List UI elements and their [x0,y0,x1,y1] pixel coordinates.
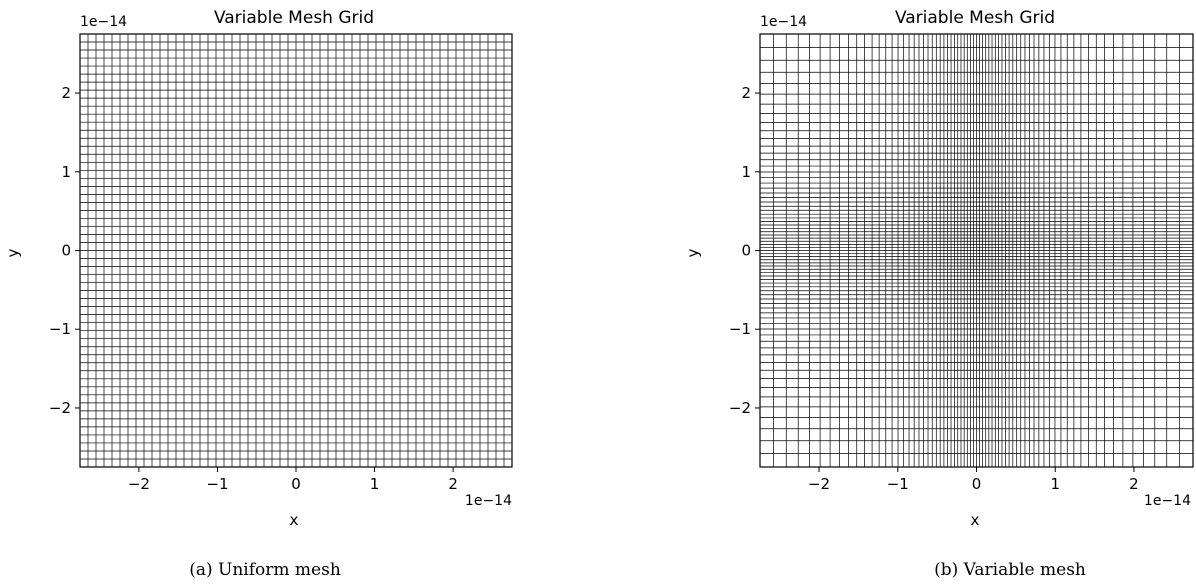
x-tick-label: 1 [1050,475,1060,493]
x-tick-label: −2 [808,475,830,493]
y-tick-label: −2 [729,399,751,417]
x-offset-text: 1e−14 [465,493,512,509]
x-tick-label: 2 [1129,475,1139,493]
x-tick-label: −1 [206,475,228,493]
mesh-lines [759,33,1194,468]
y-tick-label: 0 [741,242,751,260]
x-tick-label: 2 [448,475,458,493]
figure-caption: (b) Variable mesh [934,560,1086,580]
figure-caption: (a) Uniform mesh [189,560,341,580]
x-offset-text: 1e−14 [1144,493,1191,509]
y-tick-label: −1 [49,320,71,338]
x-axis-label: x [971,511,980,529]
y-axis-label: y [4,248,22,257]
y-tick-label: 1 [741,163,751,181]
chart-title: Variable Mesh Grid [214,8,374,28]
y-tick-label: 1 [61,163,71,181]
panel-a: Variable Mesh Grid 1e−14 −2 −1 0 1 2−2−1012 … [4,8,513,580]
y-tick-label: −2 [49,399,71,417]
y-axis-label: y [684,248,702,257]
y-tick-label: −1 [729,320,751,338]
y-tick-label: 2 [741,84,751,102]
panel-b: Variable Mesh Grid 1e−14 −2 −1 0 1 2−2−1012 … [684,8,1194,580]
y-offset-text: 1e−14 [80,14,127,30]
y-offset-text: 1e−14 [760,14,807,30]
x-tick-label: 1 [370,475,380,493]
tick-marks: −2 −1 0 1 2 −2 −1 0 1 2 [729,84,1139,493]
x-tick-label: −1 [887,475,909,493]
x-axis-label: x [290,511,299,529]
x-tick-label: 0 [291,475,301,493]
mesh-lines [79,33,513,468]
x-tick-label: 0 [972,475,982,493]
y-tick-label: 2 [61,84,71,102]
chart-title: Variable Mesh Grid [895,8,1055,28]
y-tick-label: 0 [61,242,71,260]
tick-marks: −2 −1 0 1 2 −2 −1 0 1 2 [49,84,458,493]
x-tick-label: −2 [128,475,150,493]
